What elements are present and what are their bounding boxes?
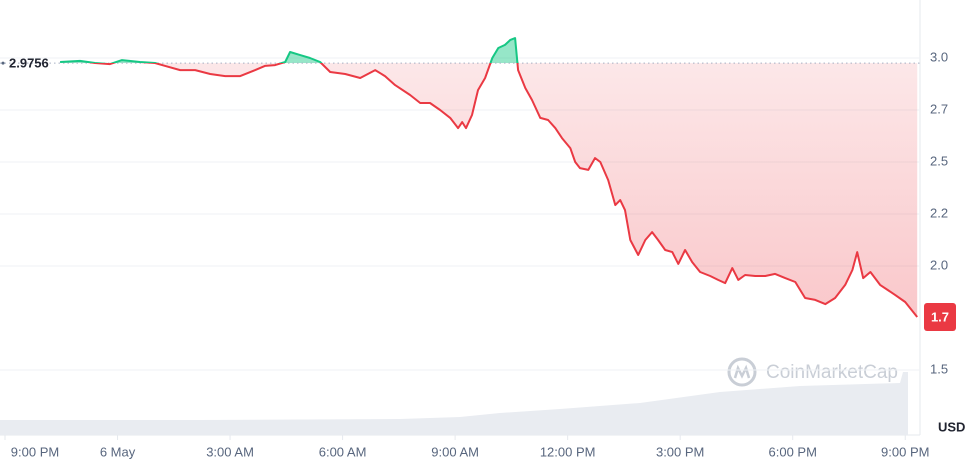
y-tick-label: 3.0: [930, 49, 948, 64]
x-tick-label: 9:00 PM: [11, 444, 59, 459]
y-tick-label: 2.7: [930, 101, 948, 116]
watermark: CoinMarketCap: [766, 362, 898, 383]
current-price-badge: [924, 302, 956, 331]
reference-label: 2.9756: [9, 56, 49, 71]
volume-area: [0, 372, 908, 435]
x-tick-label: 9:00 PM: [881, 444, 929, 459]
y-tick-label: 2.5: [930, 153, 948, 168]
x-tick-label: 3:00 AM: [206, 444, 254, 459]
reference-dot: [1, 61, 5, 65]
x-tick-label: 12:00 PM: [540, 444, 596, 459]
x-tick-label: 6:00 PM: [769, 444, 817, 459]
x-tick-label: 3:00 PM: [656, 444, 704, 459]
price-line: [60, 37, 918, 318]
y-tick-label: 2.2: [930, 205, 948, 220]
current-price-label: 1.7: [931, 309, 949, 324]
x-tick-label: 6 May: [100, 444, 136, 459]
x-tick-label: 6:00 AM: [319, 444, 367, 459]
watermark-logo: [727, 357, 757, 387]
price-area: [60, 38, 918, 317]
y-tick-label: 2.0: [930, 257, 948, 272]
x-tick-label: 9:00 AM: [431, 444, 479, 459]
y-unit: USD: [938, 419, 965, 434]
y-tick-label: 1.5: [930, 361, 948, 376]
